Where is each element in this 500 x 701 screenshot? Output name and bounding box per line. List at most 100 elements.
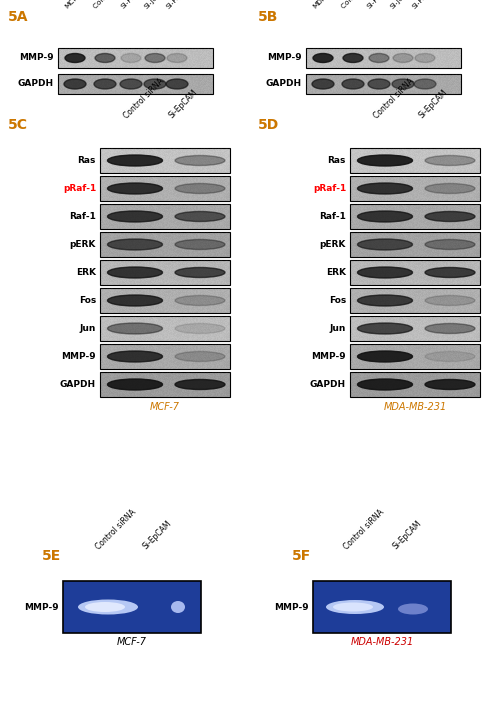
- Text: MCF-7: MCF-7: [150, 402, 180, 412]
- Bar: [100, 372, 230, 397]
- Ellipse shape: [166, 79, 188, 89]
- Bar: [306, 48, 461, 68]
- Text: Si-Fos+si-Jun: Si-Fos+si-Jun: [412, 0, 450, 10]
- Ellipse shape: [369, 53, 389, 62]
- Text: Fos: Fos: [79, 296, 96, 305]
- Bar: [306, 74, 461, 94]
- Text: 5D: 5D: [258, 118, 279, 132]
- Text: Control siRNA: Control siRNA: [94, 508, 138, 551]
- Text: MDA-MB-231: MDA-MB-231: [384, 402, 446, 412]
- Bar: [100, 232, 230, 257]
- Text: ERK: ERK: [76, 268, 96, 277]
- Ellipse shape: [64, 79, 86, 89]
- Ellipse shape: [94, 79, 116, 89]
- Text: GAPDH: GAPDH: [60, 380, 96, 389]
- Text: GAPDH: GAPDH: [266, 79, 302, 88]
- Ellipse shape: [358, 267, 412, 278]
- Text: Si-EpCAM: Si-EpCAM: [416, 88, 449, 120]
- Text: 5E: 5E: [42, 549, 61, 563]
- Ellipse shape: [342, 79, 364, 89]
- Ellipse shape: [175, 268, 225, 278]
- Bar: [350, 148, 480, 173]
- Bar: [58, 74, 213, 94]
- Ellipse shape: [108, 183, 162, 194]
- Text: Control siRNA: Control siRNA: [372, 76, 416, 120]
- Ellipse shape: [95, 53, 115, 62]
- Text: 5F: 5F: [292, 549, 311, 563]
- Ellipse shape: [358, 379, 412, 390]
- Ellipse shape: [175, 296, 225, 306]
- Text: Control siRNA: Control siRNA: [122, 76, 166, 120]
- Text: Si-Fos: Si-Fos: [366, 0, 385, 10]
- Ellipse shape: [175, 323, 225, 334]
- Bar: [100, 288, 230, 313]
- Text: Raf-1: Raf-1: [69, 212, 96, 221]
- Ellipse shape: [358, 323, 412, 334]
- Ellipse shape: [313, 53, 333, 62]
- Text: Fos: Fos: [329, 296, 346, 305]
- Ellipse shape: [78, 599, 138, 615]
- Bar: [350, 316, 480, 341]
- Bar: [350, 176, 480, 201]
- Text: Jun: Jun: [80, 324, 96, 333]
- Ellipse shape: [171, 601, 185, 613]
- Ellipse shape: [425, 323, 475, 334]
- Ellipse shape: [425, 379, 475, 390]
- Ellipse shape: [358, 351, 412, 362]
- Ellipse shape: [120, 79, 142, 89]
- Text: Si-EpCAM: Si-EpCAM: [392, 519, 424, 551]
- Ellipse shape: [108, 295, 162, 306]
- Text: Si-EpCAM: Si-EpCAM: [142, 519, 174, 551]
- Ellipse shape: [121, 53, 141, 62]
- Bar: [100, 260, 230, 285]
- Text: Control siRNA: Control siRNA: [93, 0, 132, 10]
- Ellipse shape: [425, 351, 475, 362]
- Ellipse shape: [108, 267, 162, 278]
- Text: 5A: 5A: [8, 10, 28, 24]
- Text: pERK: pERK: [70, 240, 96, 249]
- Ellipse shape: [175, 184, 225, 193]
- Text: Ras: Ras: [328, 156, 346, 165]
- Ellipse shape: [85, 602, 125, 612]
- Bar: [350, 204, 480, 229]
- Text: pRaf-1: pRaf-1: [63, 184, 96, 193]
- Text: pERK: pERK: [320, 240, 346, 249]
- Ellipse shape: [108, 323, 162, 334]
- Bar: [58, 48, 213, 68]
- Ellipse shape: [175, 351, 225, 362]
- Text: pRaf-1: pRaf-1: [313, 184, 346, 193]
- Text: GAPDH: GAPDH: [18, 79, 54, 88]
- Ellipse shape: [358, 239, 412, 250]
- Text: MMP-9: MMP-9: [24, 602, 59, 611]
- Text: Si-Fos+si-Jun: Si-Fos+si-Jun: [166, 0, 203, 10]
- Ellipse shape: [65, 53, 85, 62]
- Ellipse shape: [108, 351, 162, 362]
- Ellipse shape: [108, 211, 162, 222]
- Ellipse shape: [326, 600, 384, 614]
- Ellipse shape: [312, 79, 334, 89]
- Text: Control siRNA: Control siRNA: [341, 0, 380, 10]
- Text: Si-Fos: Si-Fos: [120, 0, 139, 10]
- Ellipse shape: [175, 240, 225, 250]
- Ellipse shape: [425, 184, 475, 193]
- Ellipse shape: [358, 155, 412, 166]
- Text: Si-Jun: Si-Jun: [390, 0, 409, 10]
- Ellipse shape: [343, 53, 363, 62]
- Text: 5B: 5B: [258, 10, 278, 24]
- Ellipse shape: [108, 379, 162, 390]
- Ellipse shape: [358, 295, 412, 306]
- Bar: [350, 372, 480, 397]
- Ellipse shape: [425, 212, 475, 222]
- Text: MMP-9: MMP-9: [312, 352, 346, 361]
- Text: MMP-9: MMP-9: [274, 602, 309, 611]
- Text: ERK: ERK: [326, 268, 346, 277]
- Text: Si-EpCAM: Si-EpCAM: [166, 88, 199, 120]
- Bar: [350, 344, 480, 369]
- Ellipse shape: [425, 240, 475, 250]
- Ellipse shape: [425, 156, 475, 165]
- Ellipse shape: [145, 53, 165, 62]
- Ellipse shape: [398, 604, 428, 615]
- Text: Ras: Ras: [78, 156, 96, 165]
- Text: MCF-7: MCF-7: [64, 0, 84, 10]
- Text: GAPDH: GAPDH: [310, 380, 346, 389]
